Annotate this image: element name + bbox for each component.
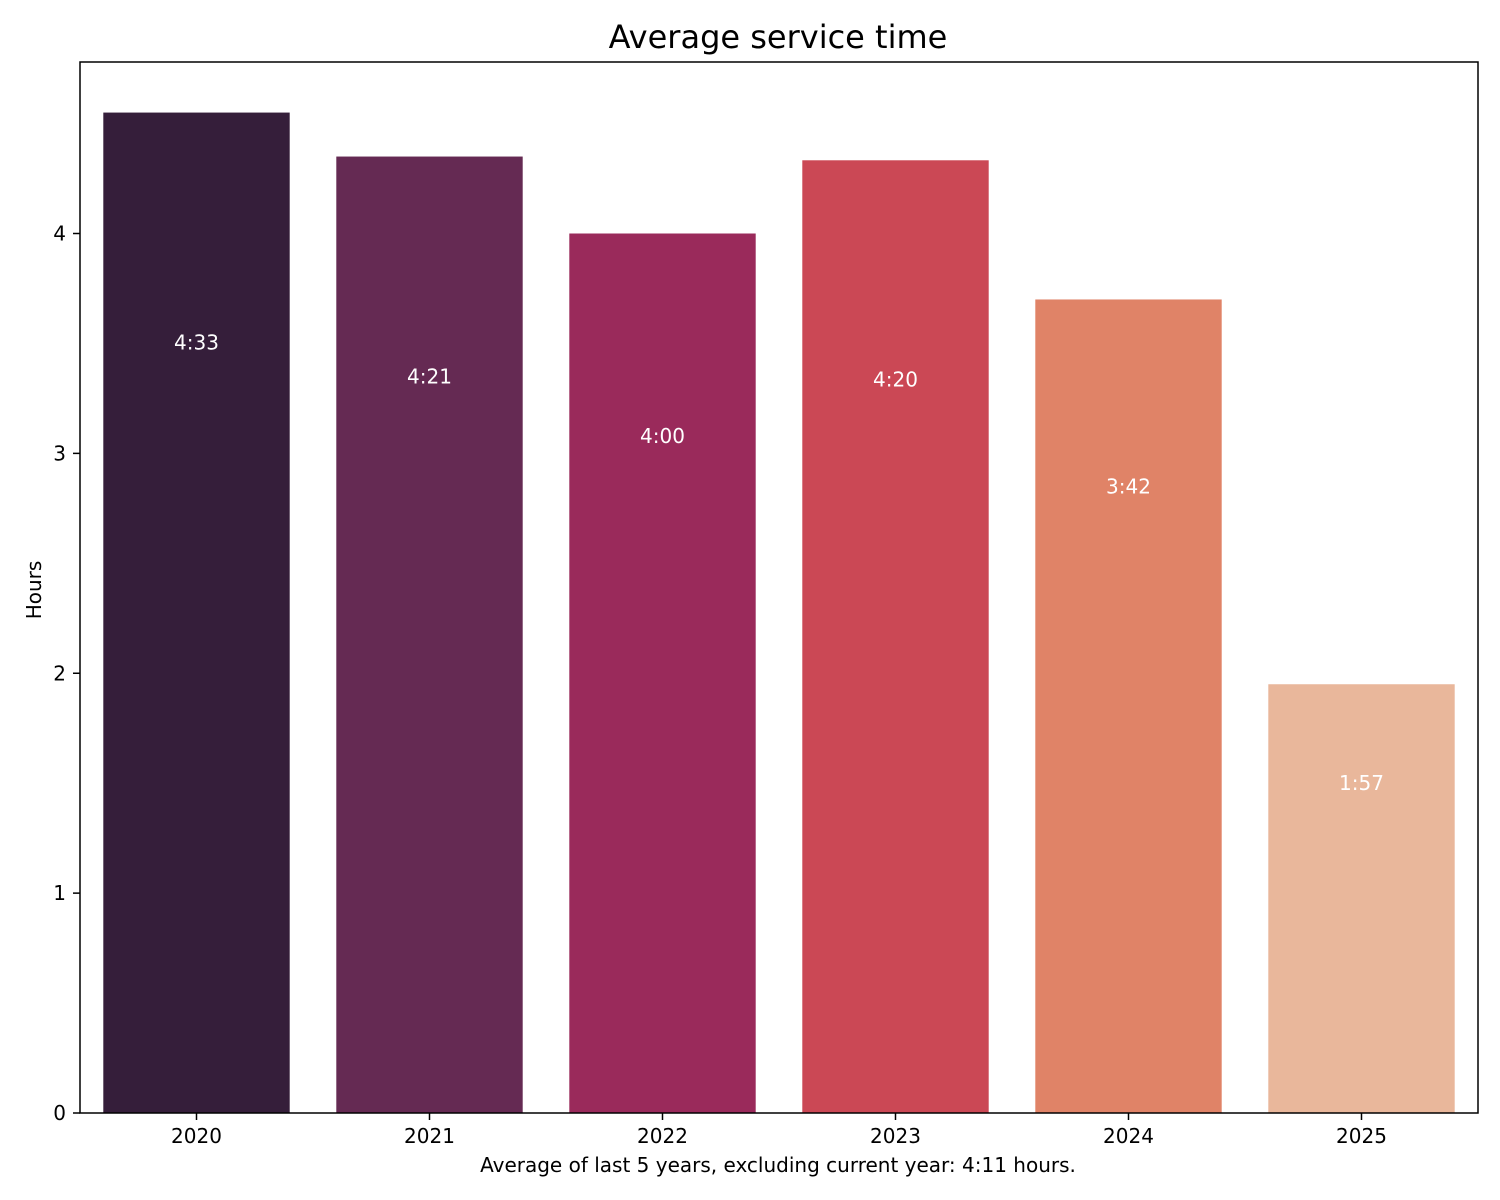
plot-frame [79,61,1479,1114]
bar-value-label: 4:20 [873,367,918,391]
bar-value-label: 1:57 [1339,771,1384,795]
y-axis: 0 1 2 3 4 [53,222,80,1125]
bar-2021 [336,156,523,1113]
x-tick-label: 2025 [1336,1124,1387,1148]
bar-2023 [802,160,989,1114]
x-tick-label: 2022 [637,1124,688,1148]
y-tick-label: 4 [53,222,66,246]
y-tick-label: 2 [53,661,66,685]
bar-value-label: 4:21 [407,365,452,389]
chart-title: Average service time [609,18,948,56]
bar-value-label: 4:00 [640,424,685,448]
bar-labels-layer: 4:33 4:21 4:00 4:20 3:42 1:57 [174,331,1384,795]
bar-2024 [1035,299,1222,1113]
y-axis-label: Hours [22,561,46,620]
bar-2020 [103,112,290,1114]
x-tick-label: 2023 [870,1124,921,1148]
y-tick-label: 3 [53,441,66,465]
x-axis: 2020 2021 2022 2023 2024 2025 [171,1113,1387,1148]
x-axis-label: Average of last 5 years, excluding curre… [480,1153,1076,1177]
y-tick-label: 1 [53,881,66,905]
x-tick-label: 2020 [171,1124,222,1148]
bars-layer [103,112,1455,1114]
bar-2022 [569,233,756,1114]
bar-value-label: 4:33 [174,331,219,355]
x-tick-label: 2021 [404,1124,455,1148]
bar-value-label: 3:42 [1106,475,1151,499]
x-tick-label: 2024 [1103,1124,1154,1148]
bar-2025 [1268,684,1455,1113]
y-tick-label: 0 [53,1101,66,1125]
